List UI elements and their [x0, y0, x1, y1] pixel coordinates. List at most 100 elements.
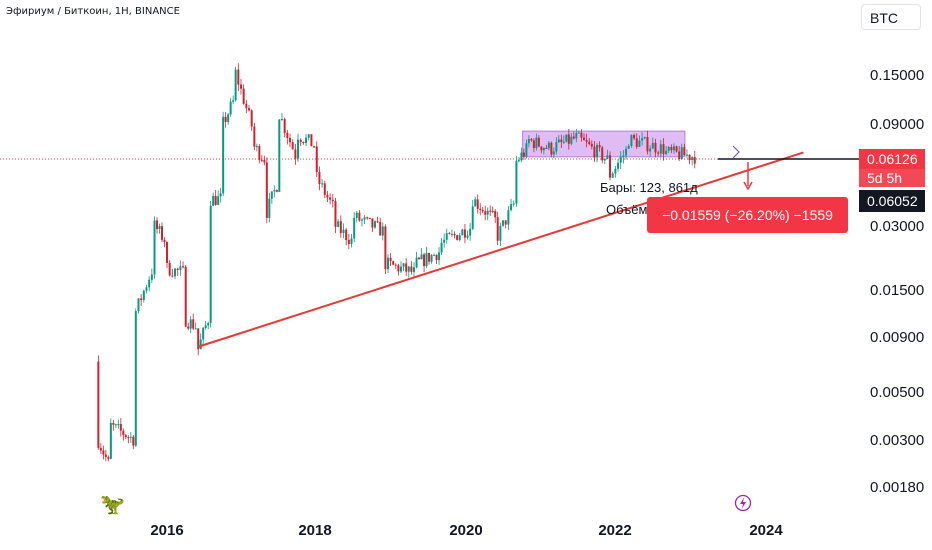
candle [450, 233, 453, 235]
candle [688, 154, 691, 161]
candle [268, 198, 271, 218]
candle [611, 173, 614, 178]
candle [662, 144, 665, 155]
candle [329, 197, 332, 200]
candle [420, 254, 423, 260]
candle [535, 137, 538, 149]
candle [142, 290, 145, 301]
candle [368, 217, 371, 219]
candle [562, 141, 565, 143]
x-axis-label: 2016 [150, 522, 184, 539]
candle [407, 266, 410, 272]
candle [386, 257, 389, 270]
candle [229, 101, 232, 115]
candle [565, 134, 568, 142]
candle [590, 143, 593, 147]
measure-bars-label: Бары: 123, 861д [600, 180, 698, 195]
candle [512, 203, 515, 205]
candle [484, 211, 487, 215]
candle [670, 147, 673, 151]
candle [124, 435, 127, 438]
candle [232, 100, 235, 102]
measure-change-box[interactable]: −0.01559 (−26.20%) −1559 [647, 197, 848, 233]
y-axis-label: 0.09000 [870, 116, 925, 133]
candle [601, 147, 604, 161]
candle [693, 157, 696, 164]
candle [405, 263, 408, 272]
trendline[interactable] [197, 151, 804, 348]
candle-countdown: 5d 5h [859, 169, 925, 187]
candle [643, 137, 646, 139]
candle [598, 145, 601, 148]
candle [502, 220, 505, 226]
candle [567, 134, 570, 144]
candle [104, 454, 107, 458]
candle [258, 146, 261, 160]
candle [394, 264, 397, 266]
candle [657, 152, 660, 154]
candle [649, 148, 652, 152]
candle [572, 136, 575, 139]
symbol-search-button[interactable]: BTC [861, 4, 921, 30]
candle [685, 154, 688, 156]
candle [114, 424, 117, 426]
candle [560, 139, 563, 143]
x-axis-label: 2022 [598, 522, 632, 539]
candle [617, 162, 620, 169]
candle [583, 137, 586, 141]
candle [675, 146, 678, 152]
candles [97, 63, 696, 462]
candle [577, 132, 580, 134]
candle [410, 266, 413, 272]
candle [486, 210, 489, 215]
candle [253, 126, 256, 147]
candle [515, 160, 518, 204]
candle [179, 266, 182, 270]
candle [448, 233, 451, 235]
candle [280, 119, 283, 121]
candle [214, 195, 217, 205]
candle [212, 195, 215, 206]
candle [633, 134, 636, 139]
candle [219, 193, 222, 197]
candle [641, 138, 644, 141]
x-axis-label: 2020 [449, 522, 483, 539]
candle [466, 235, 469, 238]
candle [593, 146, 596, 158]
candle [163, 239, 166, 243]
candle [234, 69, 237, 101]
candle [161, 226, 164, 240]
candle [102, 450, 105, 455]
candle [265, 162, 268, 218]
candle [148, 279, 151, 288]
candle [297, 139, 300, 159]
candle [122, 430, 125, 436]
candle [117, 424, 120, 426]
candle [209, 205, 212, 323]
candle [630, 134, 633, 147]
candle [418, 257, 421, 260]
candle [474, 199, 477, 207]
candle [273, 190, 276, 192]
candle [260, 159, 263, 161]
candle [540, 146, 543, 151]
candle [453, 233, 456, 236]
candle [585, 140, 588, 142]
candle [570, 136, 573, 144]
candle [294, 149, 297, 159]
candle [166, 242, 168, 263]
candle [651, 142, 654, 149]
candle [547, 142, 550, 149]
flash-icon[interactable] [734, 494, 752, 512]
y-axis-label: 0.00300 [870, 432, 925, 449]
candle [537, 137, 540, 147]
candle [646, 137, 649, 152]
candle [222, 116, 225, 194]
candle [542, 147, 545, 151]
tradingview-dino-icon[interactable]: 🦖 [100, 494, 125, 516]
candle [384, 226, 387, 270]
candle [283, 119, 286, 133]
candle [389, 257, 392, 262]
candle [691, 157, 694, 161]
